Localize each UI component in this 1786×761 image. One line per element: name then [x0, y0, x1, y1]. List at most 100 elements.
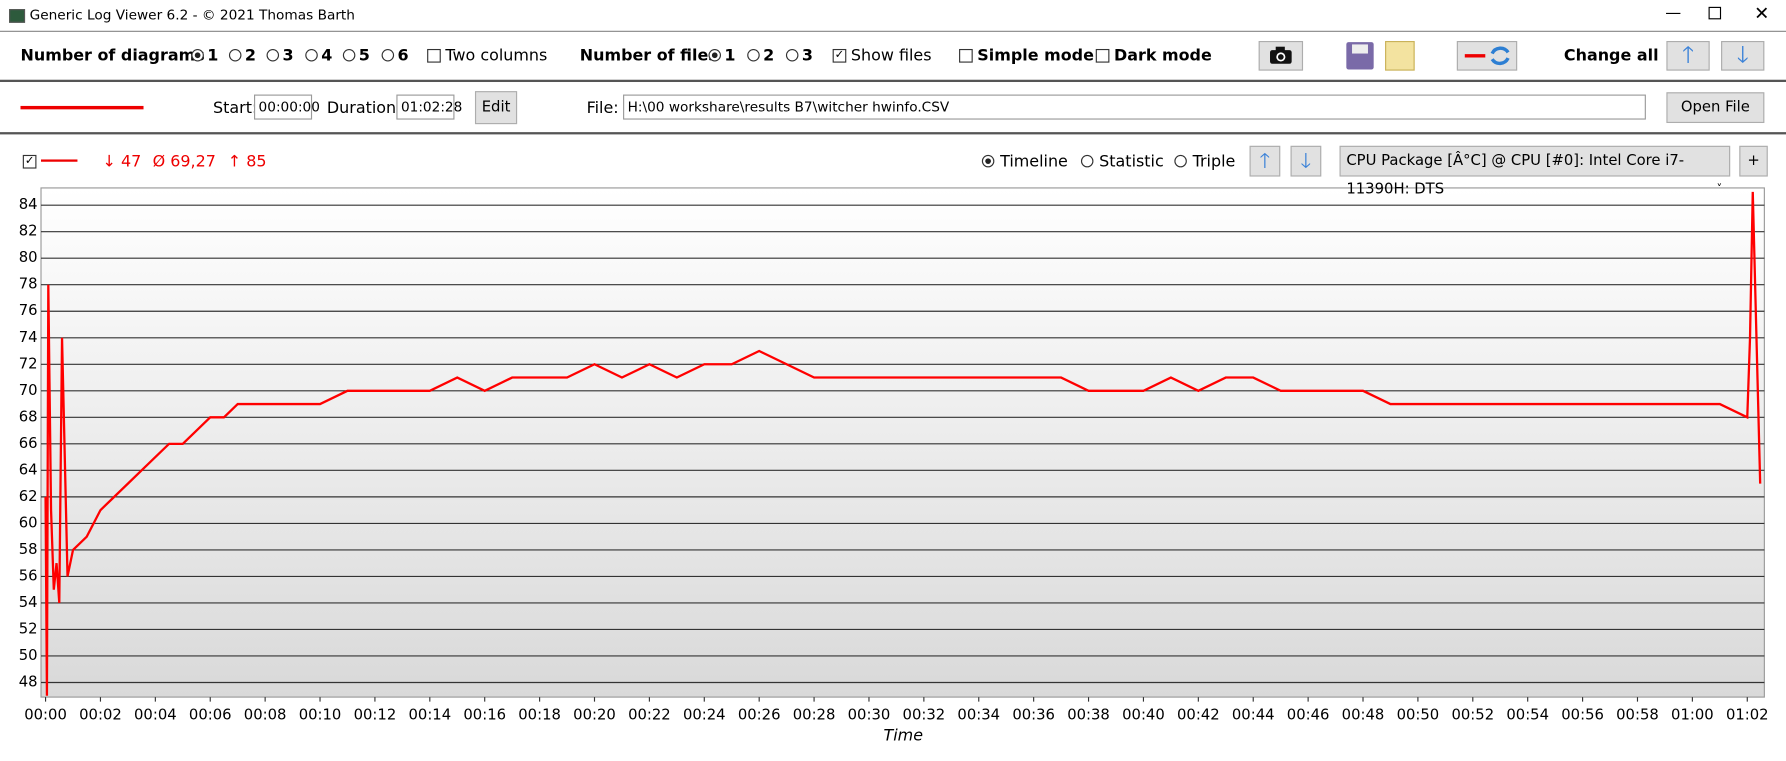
edit-button[interactable]: Edit: [474, 91, 518, 125]
x-tick-label: 00:08: [244, 706, 287, 723]
y-tick-label: 52: [19, 620, 38, 637]
x-tick-label: 00:48: [1342, 706, 1385, 723]
plot-area: [40, 187, 1765, 698]
checkbox-label[interactable]: Show files: [850, 46, 932, 65]
line-style[interactable]: [20, 105, 144, 110]
x-tick-label: 00:12: [354, 706, 397, 723]
y-tick-label: 64: [19, 461, 38, 478]
radio[interactable]: [747, 48, 760, 62]
y-tick-label: 78: [19, 276, 38, 293]
channel-text: CPU Package [Â°C] @ CPU [#0]: Intel Core…: [1346, 152, 1685, 199]
checkbox[interactable]: [959, 48, 973, 63]
radio[interactable]: [342, 48, 356, 62]
file-input[interactable]: H:\00 workshare\results B7\witcher hwinf…: [623, 94, 1646, 120]
x-tick-label: 00:04: [134, 706, 177, 723]
radio[interactable]: [785, 48, 799, 62]
x-axis-label: Time: [884, 725, 924, 744]
radio[interactable]: [708, 48, 722, 62]
file-label: File:: [586, 99, 619, 118]
radio[interactable]: [1080, 154, 1094, 168]
x-tick-label: 00:38: [1067, 706, 1110, 723]
channel-dropdown[interactable]: CPU Package [Â°C] @ CPU [#0]: Intel Core…: [1339, 145, 1731, 198]
close[interactable]: ✕: [1754, 2, 1770, 24]
open-file-button[interactable]: Open File: [1666, 92, 1765, 124]
radio[interactable]: [305, 48, 318, 62]
move-up-all[interactable]: 🡑: [1666, 41, 1710, 71]
checkbox-label[interactable]: Two columns: [445, 46, 548, 65]
y-tick-label: 66: [19, 435, 38, 452]
files-label: Number of files: [579, 46, 718, 65]
radio[interactable]: [1174, 154, 1187, 168]
save-icon[interactable]: [1346, 42, 1374, 70]
radio-label[interactable]: 3: [282, 46, 294, 65]
radio[interactable]: [191, 48, 204, 62]
duration-input[interactable]: 01:02:28: [396, 94, 462, 120]
data-line: [44, 191, 1762, 696]
checkbox[interactable]: [1095, 48, 1110, 63]
radio-label[interactable]: 2: [763, 46, 775, 65]
x-tick-label: 00:42: [1177, 706, 1220, 723]
y-tick-label: 60: [19, 514, 38, 531]
x-tick-label: 00:24: [683, 706, 726, 723]
y-tick-label: 54: [19, 594, 38, 611]
y-tick-label: 58: [19, 541, 38, 558]
minimize[interactable]: —: [1665, 4, 1682, 23]
x-tick-label: 00:36: [1012, 706, 1055, 723]
radio-label[interactable]: 6: [397, 46, 409, 65]
checkbox-label[interactable]: Simple mode: [977, 46, 1094, 65]
radio-label[interactable]: 1: [207, 46, 219, 65]
series-line-style: [41, 159, 78, 162]
start-input[interactable]: 00:00:00: [254, 94, 320, 120]
avg-value: Ø 69,27: [152, 152, 216, 171]
radio-label[interactable]: 1: [724, 46, 736, 65]
x-tick-label: 00:32: [903, 706, 946, 723]
x-tick-label: 00:06: [189, 706, 232, 723]
x-tick-label: 00:10: [299, 706, 342, 723]
x-tick-label: 01:02: [1726, 706, 1769, 723]
radio-label[interactable]: 5: [358, 46, 370, 65]
open-folder-icon[interactable]: [1385, 41, 1415, 71]
x-tick-label: 00:14: [408, 706, 451, 723]
radio-label[interactable]: Timeline: [1000, 152, 1068, 171]
screenshot-button[interactable]: [1258, 41, 1304, 71]
checkbox-label[interactable]: Dark mode: [1113, 46, 1212, 65]
x-tick-label: 00:54: [1506, 706, 1549, 723]
x-tick-label: 00:18: [518, 706, 561, 723]
checkbox[interactable]: ✓: [22, 154, 37, 169]
x-tick-label: 00:58: [1616, 706, 1659, 723]
radio[interactable]: [381, 48, 395, 62]
radio-label[interactable]: 3: [801, 46, 813, 65]
radio[interactable]: [228, 48, 242, 62]
separator: [0, 30, 1786, 32]
y-tick-label: 68: [19, 408, 38, 425]
radio-label[interactable]: 4: [321, 46, 333, 65]
y-tick-label: 84: [19, 196, 38, 213]
min-value: ↓ 47: [102, 152, 142, 171]
move-up[interactable]: 🡑: [1249, 145, 1281, 177]
y-tick-label: 50: [19, 647, 38, 664]
move-down[interactable]: 🡓: [1290, 145, 1322, 177]
x-tick-label: 00:50: [1397, 706, 1440, 723]
checkbox[interactable]: [427, 48, 441, 63]
radio[interactable]: [981, 154, 995, 168]
y-tick-label: 80: [19, 249, 38, 266]
y-tick-label: 56: [19, 567, 38, 584]
diagrams-label: Number of diagrams: [20, 46, 205, 65]
maximize[interactable]: [1708, 6, 1722, 20]
add-button[interactable]: +: [1739, 145, 1768, 177]
move-down-all[interactable]: 🡓: [1721, 41, 1765, 71]
x-tick-label: 00:30: [848, 706, 891, 723]
y-tick-label: 76: [19, 302, 38, 319]
color-refresh-button[interactable]: [1456, 41, 1518, 71]
x-tick-label: 00:28: [793, 706, 836, 723]
checkbox[interactable]: ✓: [832, 48, 847, 63]
radio-label[interactable]: Triple: [1192, 152, 1236, 171]
x-tick-label: 00:22: [628, 706, 671, 723]
window-title: Generic Log Viewer 6.2 - © 2021 Thomas B…: [29, 6, 355, 23]
radio-label[interactable]: 2: [244, 46, 256, 65]
x-tick-label: 00:26: [738, 706, 781, 723]
radio[interactable]: [266, 48, 280, 62]
radio-label[interactable]: Statistic: [1099, 152, 1164, 171]
